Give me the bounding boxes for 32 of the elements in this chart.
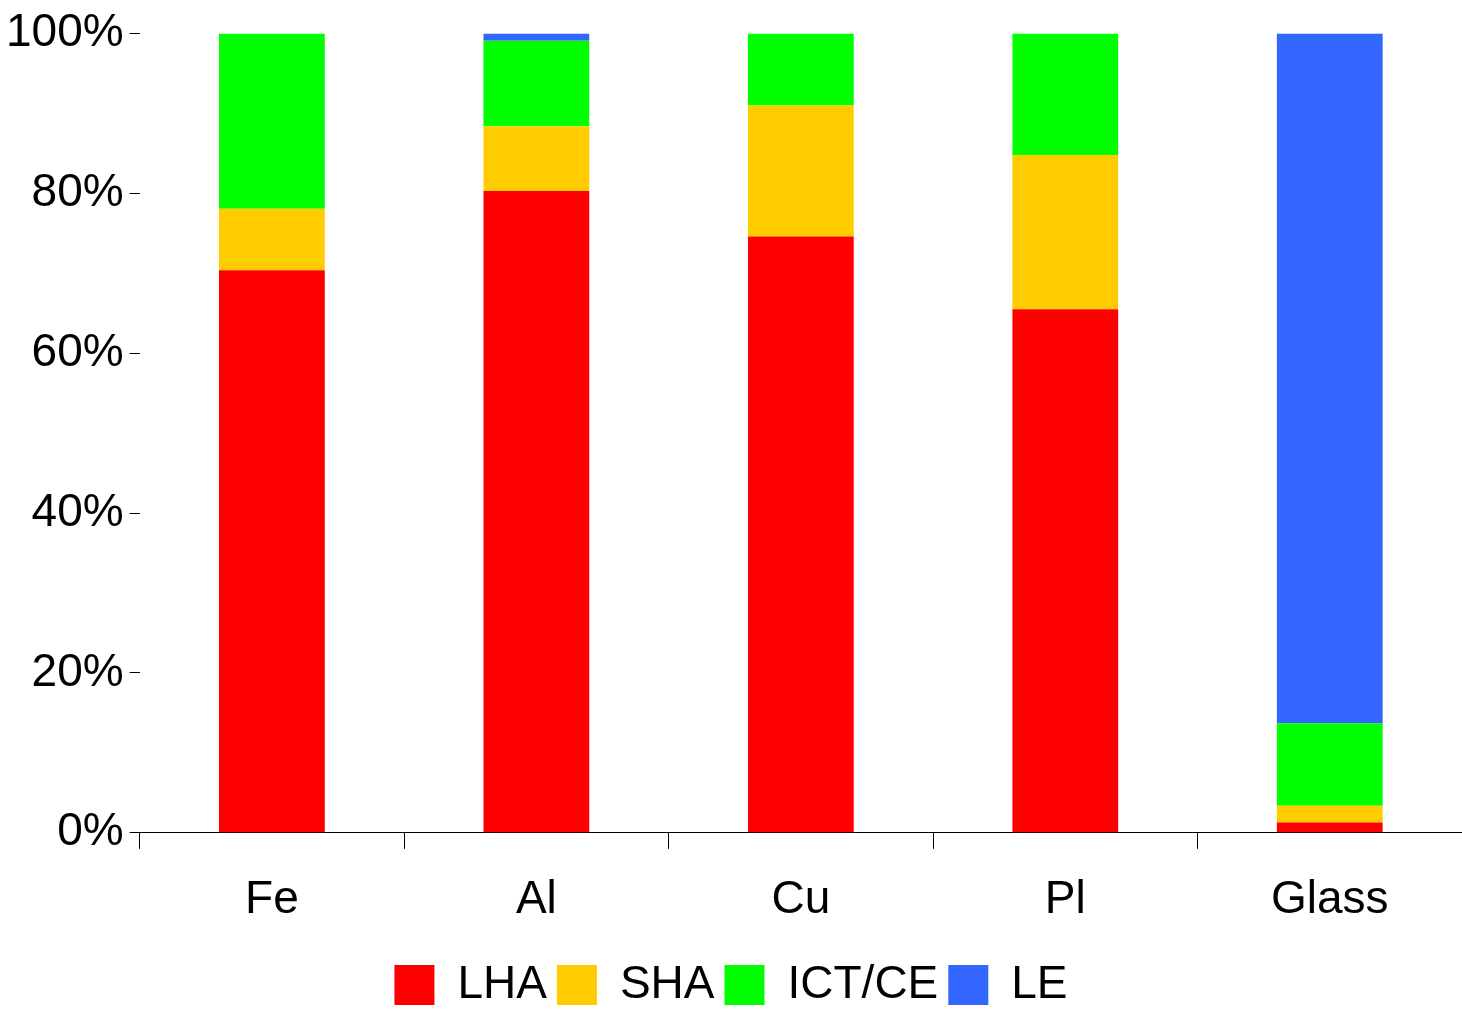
bar — [747, 33, 854, 106]
legend-label: LHA — [457, 955, 548, 1008]
bar — [1012, 309, 1119, 833]
y-tick-label: 0% — [57, 803, 124, 856]
legend-label: LE — [1011, 955, 1068, 1008]
x-tick-label: Glass — [1270, 871, 1389, 924]
y-tick-label: 40% — [31, 483, 124, 536]
y-tick-label: 20% — [31, 643, 124, 696]
x-tick-label: Cu — [771, 871, 831, 924]
bar — [1012, 155, 1119, 310]
bar — [1276, 805, 1383, 823]
x-tick-label: Al — [515, 871, 557, 924]
y-tick-label: 60% — [31, 323, 124, 376]
bar — [483, 33, 590, 41]
bar — [1276, 33, 1383, 724]
x-tick-label: Pl — [1044, 871, 1086, 924]
bar — [1276, 723, 1383, 806]
bar — [747, 236, 854, 833]
legend-label: SHA — [619, 955, 715, 1008]
y-tick-label: 100% — [5, 4, 124, 57]
bar — [1012, 33, 1119, 156]
bar — [218, 270, 325, 833]
bar — [483, 126, 590, 192]
x-tick-label: Fe — [245, 871, 299, 924]
y-tick-label: 80% — [31, 164, 124, 217]
legend-label: ICT/CE — [787, 955, 939, 1008]
bar — [1276, 822, 1383, 833]
bar — [747, 105, 854, 237]
bar — [218, 208, 325, 271]
bar — [483, 40, 590, 127]
bar — [218, 33, 325, 209]
bar — [483, 191, 590, 833]
